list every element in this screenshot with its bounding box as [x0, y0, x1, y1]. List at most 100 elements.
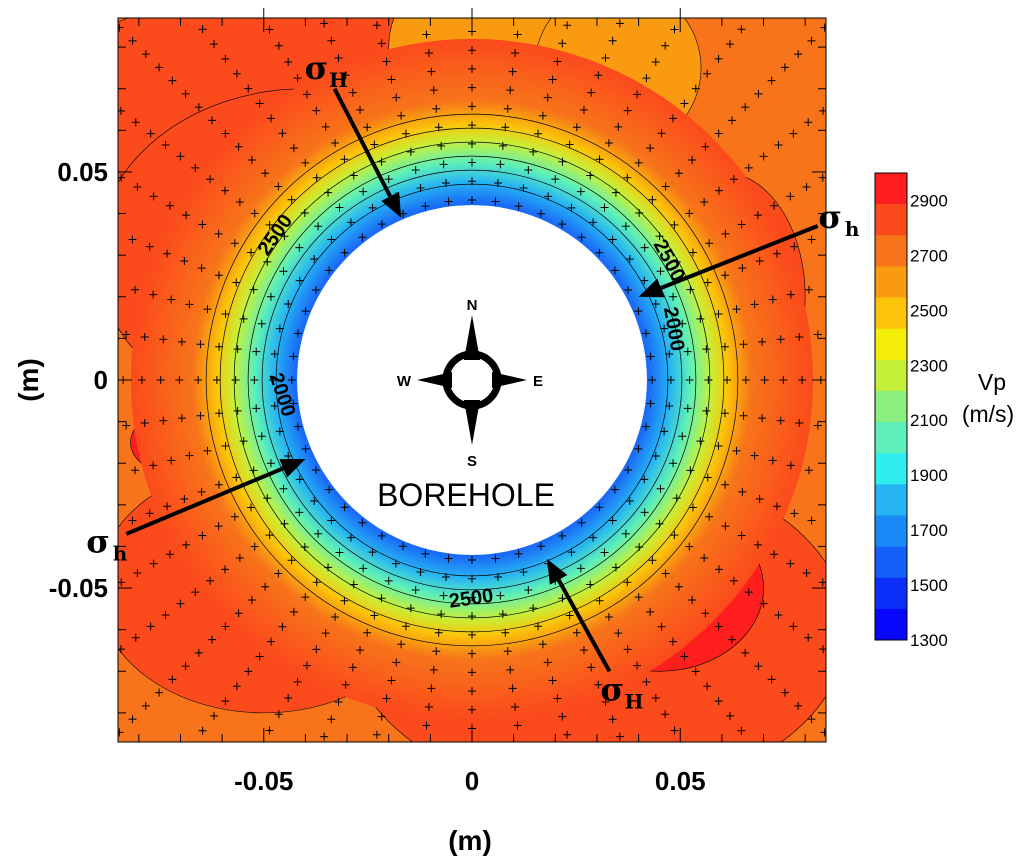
sample-point [565, 611, 574, 620]
sample-point [741, 103, 750, 112]
sample-point [214, 229, 223, 238]
sample-point [587, 88, 596, 97]
sample-point [779, 376, 788, 384]
sample-point [642, 74, 651, 83]
sample-point [182, 211, 191, 220]
sample-point [327, 516, 336, 525]
sample-point [696, 437, 705, 446]
sample-point [235, 553, 244, 562]
sample-point [672, 257, 681, 266]
sample-point [214, 480, 223, 489]
sample-point [232, 682, 241, 691]
sample-point [802, 568, 811, 577]
sample-point [215, 409, 224, 418]
sample-point [257, 432, 266, 441]
sample-point [346, 533, 355, 542]
sample-point [165, 550, 174, 559]
colorbar-swatch [875, 204, 907, 236]
sample-point [349, 171, 358, 180]
sample-point [611, 188, 620, 197]
sample-point [233, 406, 242, 415]
sample-point [651, 452, 660, 461]
sample-point [397, 111, 406, 120]
sample-point [558, 157, 567, 166]
sample-point [295, 475, 304, 484]
sample-point [368, 203, 377, 212]
sample-point [363, 628, 372, 637]
sample-point [468, 83, 476, 92]
sample-point [384, 175, 393, 184]
sample-point [434, 628, 443, 637]
sample-point [634, 593, 643, 602]
sample-point [700, 198, 709, 207]
sample-point [197, 264, 206, 273]
sample-point [421, 549, 430, 558]
sample-point [770, 201, 779, 210]
sample-point [795, 332, 804, 341]
sample-point [145, 242, 154, 251]
sample-point [567, 548, 576, 557]
sample-point [411, 586, 420, 595]
sample-point [206, 576, 215, 585]
sample-point [594, 71, 603, 80]
sample-point [739, 340, 748, 349]
sample-point [468, 102, 476, 111]
sample-point [274, 569, 283, 578]
sample-point [611, 563, 620, 572]
sample-point [163, 249, 172, 258]
sample-point [741, 376, 750, 384]
sample-point [519, 184, 528, 193]
x-tick-label: 0 [465, 766, 479, 796]
sample-point [358, 233, 367, 242]
sample-point [167, 456, 176, 465]
sample-point [656, 484, 665, 493]
sample-point [753, 211, 762, 220]
x-tick-label: 0.05 [655, 766, 706, 796]
sample-point [247, 595, 256, 604]
sample-point [665, 350, 674, 359]
sample-point [232, 278, 241, 287]
sample-point [686, 466, 695, 475]
sample-point [625, 255, 634, 264]
sample-point [321, 629, 330, 638]
sample-point [244, 84, 253, 93]
sample-point [377, 157, 386, 166]
sample-point [780, 688, 789, 697]
sample-point [563, 21, 572, 30]
sample-point [161, 610, 170, 619]
sample-point [468, 593, 476, 602]
stress-arrow-shaft [125, 466, 285, 536]
sample-point [468, 556, 476, 565]
colorbar-title-line1: Vp [978, 369, 1006, 395]
sample-point [372, 21, 381, 30]
sample-point [642, 329, 651, 338]
sample-point [776, 335, 785, 344]
stress-arrow-head [279, 459, 306, 478]
sample-point [640, 475, 649, 484]
sample-point [804, 285, 813, 294]
sample-point [128, 516, 137, 525]
sample-point [656, 267, 665, 276]
stress-subscript: H [329, 68, 348, 92]
sample-point [133, 568, 142, 577]
sample-point [411, 165, 420, 174]
sample-point [118, 173, 126, 182]
sample-point [794, 50, 803, 59]
sample-point [657, 622, 666, 631]
sample-point [279, 484, 288, 493]
sample-point [324, 563, 333, 572]
sample-point [669, 459, 678, 468]
sample-point [729, 175, 738, 184]
sample-point [252, 347, 261, 356]
sample-point [666, 376, 675, 384]
sample-point [175, 376, 184, 384]
colorbar-label: 2900 [910, 191, 948, 210]
sample-point [789, 129, 798, 138]
sample-point [493, 573, 502, 582]
sample-point [293, 329, 302, 338]
sample-point [181, 89, 190, 98]
sample-point [798, 376, 807, 384]
sample-point [544, 192, 553, 201]
sample-point [416, 184, 425, 193]
sample-point [221, 54, 230, 63]
